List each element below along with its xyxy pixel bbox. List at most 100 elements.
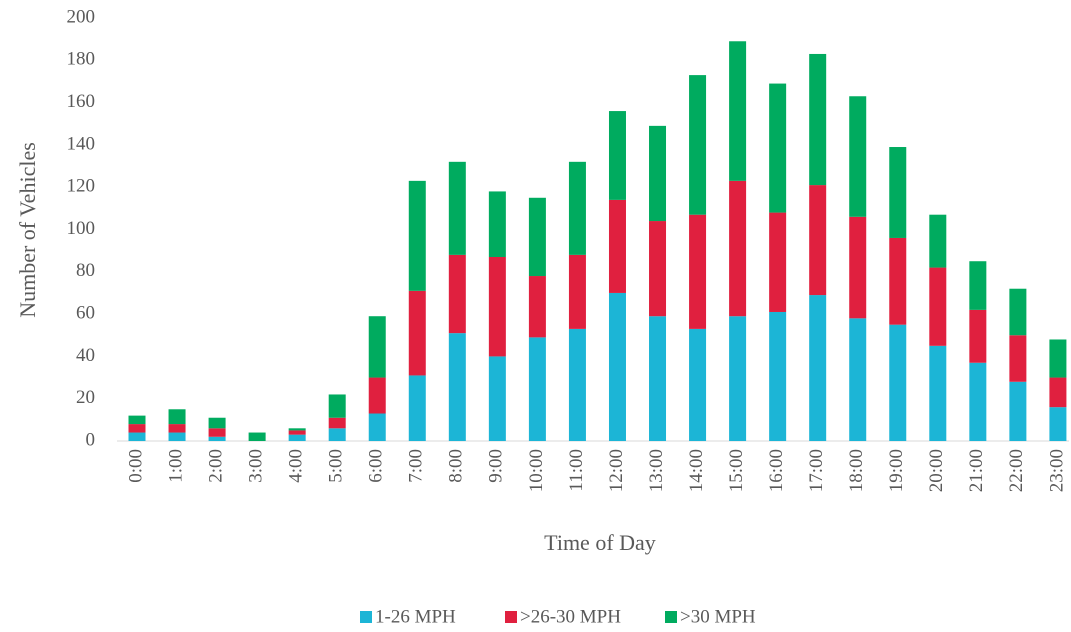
x-tick-label: 2:00 (205, 449, 226, 483)
bar-segment (168, 409, 186, 425)
bar-segment (168, 432, 186, 441)
bar-segment (929, 267, 947, 346)
legend-swatch (360, 611, 372, 623)
bar-segment (288, 434, 306, 441)
bar-segment (929, 345, 947, 441)
bar-segment (889, 324, 907, 441)
y-tick-label: 200 (67, 6, 96, 27)
x-tick-label: 1:00 (165, 449, 186, 483)
x-tick-label: 15:00 (726, 449, 747, 492)
bar-segment (368, 413, 386, 441)
bar-segment (649, 316, 667, 441)
x-tick-label: 22:00 (1006, 449, 1027, 492)
x-tick-label: 7:00 (406, 449, 427, 483)
bar-segment (368, 316, 386, 378)
x-tick-label: 9:00 (486, 449, 507, 483)
bar-segment (649, 221, 667, 317)
bar-segment (608, 292, 626, 441)
bar-segment (128, 424, 146, 433)
x-tick-label: 8:00 (446, 449, 467, 483)
bar-segment (809, 295, 827, 441)
bar-segment (729, 180, 747, 317)
y-tick-label: 60 (76, 302, 95, 323)
bar-segment (849, 216, 867, 319)
bar-segment (568, 161, 586, 255)
bar-segment (769, 212, 787, 312)
x-tick-label: 10:00 (526, 449, 547, 492)
x-tick-label: 14:00 (686, 449, 707, 492)
y-tick-label: 120 (67, 176, 96, 197)
bar-segment (809, 185, 827, 296)
bar-segment (889, 147, 907, 238)
bar-segment (328, 394, 346, 418)
bar-segment (568, 328, 586, 441)
bar-segment (448, 333, 466, 441)
y-tick-label: 140 (67, 133, 96, 154)
x-tick-label: 21:00 (966, 449, 987, 492)
bar-segment (729, 41, 747, 181)
y-tick-label: 100 (67, 218, 96, 239)
bar-segment (769, 311, 787, 441)
legend-label: 1-26 MPH (375, 606, 456, 627)
bar-segment (528, 276, 546, 338)
x-tick-label: 4:00 (286, 449, 307, 483)
bar-segment (849, 96, 867, 217)
bar-segment (408, 375, 426, 441)
x-tick-label: 12:00 (606, 449, 627, 492)
x-tick-label: 17:00 (806, 449, 827, 492)
bar-segment (689, 328, 707, 441)
bar-segment (769, 83, 787, 213)
bar-segment (969, 261, 987, 310)
legend-swatch (665, 611, 677, 623)
x-tick-label: 16:00 (766, 449, 787, 492)
bar-segment (208, 417, 226, 429)
bar-segment (488, 191, 506, 257)
bar-segment (488, 356, 506, 441)
x-tick-label: 20:00 (926, 449, 947, 492)
bar-segment (1049, 377, 1067, 408)
bar-segment (528, 197, 546, 277)
x-axis-title: Time of Day (544, 530, 656, 555)
x-tick-label: 19:00 (886, 449, 907, 492)
y-tick-label: 0 (86, 429, 96, 450)
x-tick-label: 23:00 (1046, 449, 1067, 492)
bar-segment (448, 161, 466, 255)
bar-segment (729, 316, 747, 441)
legend-label: >26-30 MPH (520, 606, 621, 627)
bar-segment (849, 318, 867, 441)
bar-segment (128, 432, 146, 441)
bar-segment (208, 428, 226, 437)
bar-segment (528, 337, 546, 441)
bar-segment (809, 53, 827, 186)
bar-segment (608, 111, 626, 200)
bar-segment (1009, 381, 1027, 441)
bar-segment (208, 436, 226, 441)
bar-segment (288, 430, 306, 435)
x-tick-label: 6:00 (366, 449, 387, 483)
bar-segment (969, 362, 987, 441)
y-tick-label: 20 (76, 387, 95, 408)
y-tick-label: 80 (76, 260, 95, 281)
y-tick-label: 40 (76, 345, 95, 366)
y-axis-title: Number of Vehicles (15, 142, 40, 318)
bar-segment (1009, 335, 1027, 382)
bar-segment (288, 428, 306, 431)
bar-segment (929, 214, 947, 268)
x-tick-label: 11:00 (566, 449, 587, 492)
bar-segment (689, 75, 707, 215)
bar-segment (408, 180, 426, 291)
bar-segment (328, 417, 346, 429)
bar-segment (448, 254, 466, 334)
bar-segment (408, 290, 426, 376)
bar-segment (368, 377, 386, 414)
bar-segment (889, 237, 907, 325)
x-tick-label: 5:00 (326, 449, 347, 483)
x-tick-label: 18:00 (846, 449, 867, 492)
bar-segment (568, 254, 586, 329)
bar-segment (328, 428, 346, 441)
bar-segment (689, 214, 707, 329)
bar-segment (488, 256, 506, 357)
x-tick-label: 0:00 (125, 449, 146, 483)
bar-segment (168, 424, 186, 433)
y-tick-label: 180 (67, 49, 96, 70)
